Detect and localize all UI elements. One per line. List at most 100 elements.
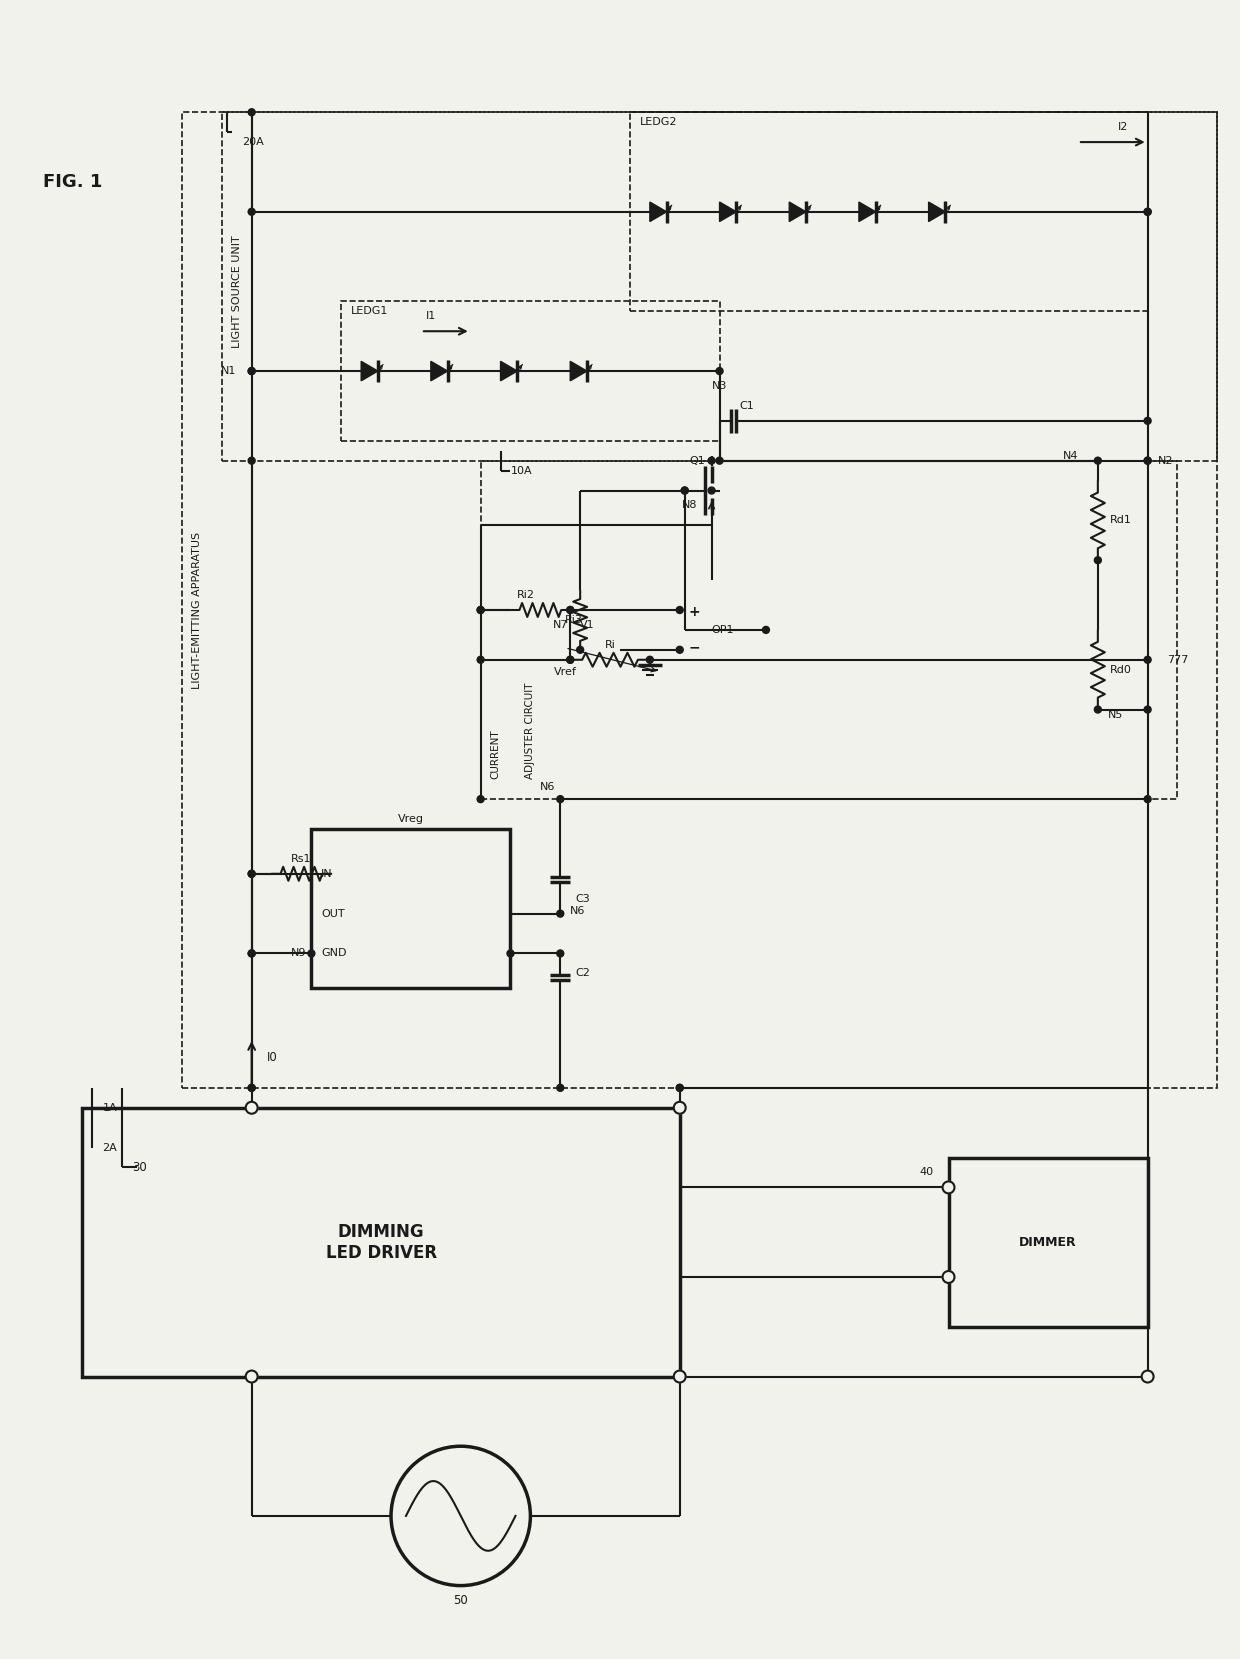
Bar bbox=[222, 113, 1218, 461]
Bar bbox=[182, 113, 1218, 1088]
Text: 1A: 1A bbox=[103, 1103, 117, 1113]
Text: IN: IN bbox=[321, 869, 334, 879]
Text: C3: C3 bbox=[575, 894, 590, 904]
Polygon shape bbox=[789, 202, 806, 222]
Circle shape bbox=[681, 488, 688, 494]
Circle shape bbox=[715, 458, 723, 465]
Circle shape bbox=[1145, 209, 1151, 216]
Circle shape bbox=[567, 657, 574, 664]
Circle shape bbox=[1145, 796, 1151, 803]
Polygon shape bbox=[501, 362, 517, 382]
Text: 40: 40 bbox=[920, 1168, 934, 1178]
Text: N1: N1 bbox=[222, 367, 237, 377]
Polygon shape bbox=[650, 202, 667, 222]
Circle shape bbox=[248, 368, 255, 375]
Circle shape bbox=[673, 1370, 686, 1382]
Text: FIG. 1: FIG. 1 bbox=[42, 173, 102, 191]
Circle shape bbox=[708, 488, 715, 494]
Circle shape bbox=[1145, 458, 1151, 465]
Text: LEDG1: LEDG1 bbox=[351, 307, 388, 317]
Circle shape bbox=[308, 951, 315, 957]
Circle shape bbox=[1145, 209, 1151, 216]
Text: ADJUSTER CIRCUIT: ADJUSTER CIRCUIT bbox=[526, 684, 536, 780]
Text: Vref: Vref bbox=[554, 667, 577, 677]
Text: +: + bbox=[689, 606, 701, 619]
Circle shape bbox=[246, 1370, 258, 1382]
Text: OP1: OP1 bbox=[712, 625, 734, 635]
Circle shape bbox=[1145, 458, 1151, 465]
Bar bbox=[949, 1158, 1148, 1327]
Circle shape bbox=[477, 657, 484, 664]
Circle shape bbox=[676, 1085, 683, 1092]
Circle shape bbox=[567, 657, 574, 664]
Polygon shape bbox=[361, 362, 378, 382]
Circle shape bbox=[676, 647, 683, 654]
Circle shape bbox=[676, 1085, 683, 1092]
Circle shape bbox=[1145, 657, 1151, 664]
Text: V1: V1 bbox=[580, 620, 595, 630]
Circle shape bbox=[1145, 418, 1151, 425]
Text: N2: N2 bbox=[1158, 456, 1173, 466]
Text: I0: I0 bbox=[267, 1052, 278, 1065]
Text: 10A: 10A bbox=[511, 466, 532, 476]
Text: OUT: OUT bbox=[321, 909, 345, 919]
Text: I2: I2 bbox=[1117, 123, 1128, 133]
Text: N6: N6 bbox=[570, 906, 585, 916]
Text: −: − bbox=[689, 640, 701, 655]
Text: Rd1: Rd1 bbox=[1110, 516, 1132, 526]
Circle shape bbox=[248, 1085, 255, 1092]
Circle shape bbox=[557, 911, 564, 917]
Circle shape bbox=[248, 951, 255, 957]
Circle shape bbox=[477, 607, 484, 614]
Polygon shape bbox=[570, 362, 587, 382]
Circle shape bbox=[391, 1447, 531, 1586]
Circle shape bbox=[942, 1181, 955, 1193]
Text: DIMMING
LED DRIVER: DIMMING LED DRIVER bbox=[326, 1223, 436, 1261]
Circle shape bbox=[567, 607, 574, 614]
Text: LIGHT SOURCE UNIT: LIGHT SOURCE UNIT bbox=[232, 236, 242, 348]
Circle shape bbox=[557, 951, 564, 957]
Circle shape bbox=[942, 1271, 955, 1282]
Text: N6: N6 bbox=[539, 781, 556, 793]
Text: C2: C2 bbox=[575, 969, 590, 979]
Circle shape bbox=[557, 1085, 564, 1092]
Circle shape bbox=[673, 1102, 686, 1113]
Text: 20A: 20A bbox=[242, 138, 263, 148]
Bar bbox=[481, 461, 1178, 800]
Circle shape bbox=[1095, 458, 1101, 465]
Text: 777: 777 bbox=[1168, 655, 1189, 665]
Circle shape bbox=[248, 458, 255, 465]
Text: N3: N3 bbox=[712, 382, 727, 392]
Circle shape bbox=[681, 488, 688, 494]
Circle shape bbox=[646, 657, 653, 664]
Bar bbox=[630, 113, 1148, 312]
Text: N7: N7 bbox=[553, 620, 568, 630]
Circle shape bbox=[246, 1102, 258, 1113]
Circle shape bbox=[248, 109, 255, 116]
Circle shape bbox=[557, 796, 564, 803]
Circle shape bbox=[1142, 1370, 1153, 1382]
Text: Ri2: Ri2 bbox=[516, 591, 534, 601]
Polygon shape bbox=[929, 202, 945, 222]
Circle shape bbox=[715, 368, 723, 375]
Polygon shape bbox=[430, 362, 448, 382]
Text: 30: 30 bbox=[133, 1161, 148, 1175]
Text: N4: N4 bbox=[1063, 451, 1078, 461]
Text: DIMMER: DIMMER bbox=[1019, 1236, 1076, 1249]
Circle shape bbox=[248, 951, 255, 957]
Polygon shape bbox=[859, 202, 875, 222]
Circle shape bbox=[763, 627, 770, 634]
Circle shape bbox=[1095, 707, 1101, 713]
Text: CURRENT: CURRENT bbox=[491, 730, 501, 780]
Text: LEDG2: LEDG2 bbox=[640, 118, 677, 128]
Polygon shape bbox=[719, 202, 737, 222]
Text: Ri3: Ri3 bbox=[565, 615, 583, 625]
Text: GND: GND bbox=[321, 949, 347, 959]
Polygon shape bbox=[680, 581, 766, 680]
Text: 2A: 2A bbox=[103, 1143, 117, 1153]
Bar bbox=[82, 1108, 680, 1377]
Circle shape bbox=[248, 871, 255, 878]
Text: 50: 50 bbox=[454, 1594, 467, 1608]
Text: Q1: Q1 bbox=[689, 456, 706, 466]
Circle shape bbox=[248, 209, 255, 216]
